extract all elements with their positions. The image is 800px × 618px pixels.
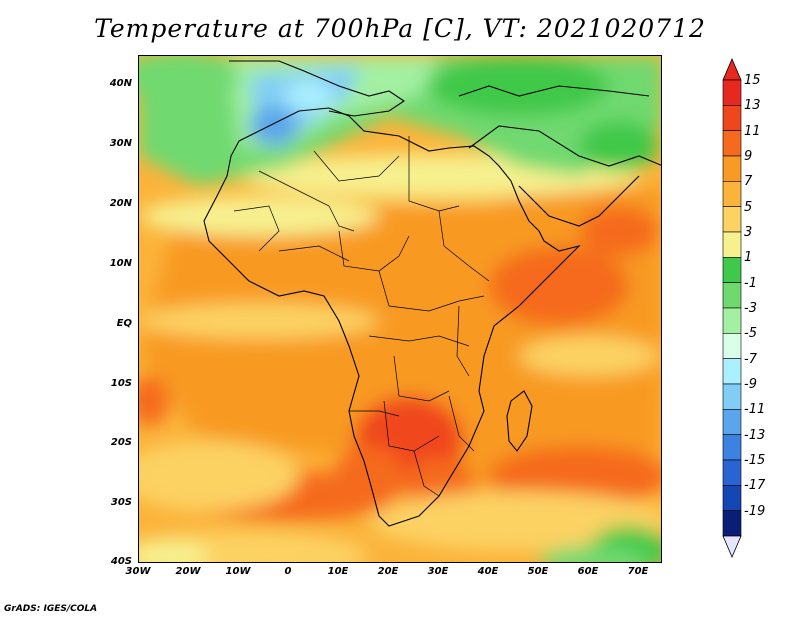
colorbar-tick-label: 13	[744, 98, 761, 114]
colorbar-tick-label: 5	[744, 199, 753, 215]
colorbar-segment	[722, 282, 742, 309]
africa-coastline	[203, 107, 581, 527]
lon-label: 30W	[125, 566, 151, 577]
colorbar-segment	[722, 130, 742, 157]
colorbar-segment	[722, 510, 742, 537]
lat-label: 20N	[109, 198, 132, 209]
lat-label: 20S	[110, 437, 132, 448]
colorbar-bottom-arrow	[722, 535, 742, 558]
colorbar-tick-label: -13	[744, 427, 766, 443]
temperature-map	[138, 55, 662, 563]
lat-label: 40S	[110, 556, 132, 567]
colorbar-segment	[722, 79, 742, 106]
colorbar-segment	[722, 434, 742, 461]
colorbar-tick-label: 9	[744, 149, 753, 164]
colorbar-tick-label: -9	[744, 377, 757, 392]
temperature-field	[139, 56, 661, 562]
lat-label: 10S	[110, 378, 132, 389]
colorbar-tick-label: 7	[744, 174, 753, 190]
colorbar-tick-label: -3	[744, 301, 757, 316]
colorbar-segment	[722, 231, 742, 258]
lon-label: 70E	[627, 566, 649, 577]
coastlines	[203, 60, 661, 527]
lon-label: 0	[284, 566, 292, 577]
colorbar-tick-label: -19	[744, 503, 766, 519]
colorbar-tick-label: -11	[744, 402, 766, 418]
colorbar-segment	[722, 383, 742, 410]
colorbar-tick-label: 1	[744, 250, 753, 266]
lat-label: 10N	[109, 258, 132, 269]
lat-label: EQ	[116, 318, 132, 329]
map-title: Temperature at 700hPa [C], VT: 202102071…	[94, 14, 706, 43]
colorbar-tick-label: -5	[744, 326, 757, 342]
colorbar-segment	[722, 206, 742, 233]
colorbar-segment	[722, 409, 742, 435]
colorbar-segment	[722, 485, 742, 511]
colorbar-tick-label: -7	[744, 351, 757, 367]
footer-credit: GrADS: IGES/COLA	[4, 604, 98, 614]
colorbar-segment	[722, 181, 742, 207]
caspian-coast	[458, 85, 650, 97]
lon-label: 30E	[427, 566, 449, 577]
colorbar-segment	[722, 257, 742, 283]
arabia-south	[518, 175, 640, 227]
colorbar-tick-label: 11	[744, 123, 761, 139]
colorbar-segment	[722, 155, 742, 182]
lon-label: 10W	[225, 566, 251, 577]
colorbar-tick-label: -15	[744, 453, 766, 468]
lon-label: 20E	[377, 566, 399, 577]
lat-label: 40N	[109, 78, 132, 89]
lon-label: 60E	[577, 566, 599, 577]
colorbar-segment	[722, 105, 742, 131]
lon-label: 50E	[527, 566, 549, 577]
colorbar-segment	[722, 307, 742, 334]
colorbar	[722, 58, 742, 558]
map-canvas	[139, 56, 661, 562]
colorbar-segment	[722, 358, 742, 385]
lat-label: 30S	[110, 497, 132, 508]
colorbar-tick-label: -1	[744, 275, 757, 291]
colorbar-segment	[722, 459, 742, 486]
arabia-coast	[468, 125, 661, 167]
colorbar-tick-label: -17	[744, 478, 766, 494]
colorbar-top-arrow	[722, 58, 742, 81]
europe-coast	[229, 60, 405, 117]
lon-label: 10E	[327, 566, 349, 577]
lon-label: 40E	[477, 566, 499, 577]
lon-label: 20W	[175, 566, 201, 577]
madagascar-coastline	[506, 390, 533, 452]
colorbar-tick-label: 3	[744, 225, 753, 240]
colorbar-segment	[722, 333, 742, 359]
colorbar-segments	[722, 58, 742, 558]
lat-label: 30N	[109, 138, 132, 149]
colorbar-tick-label: 15	[744, 73, 761, 88]
borders	[233, 136, 490, 497]
